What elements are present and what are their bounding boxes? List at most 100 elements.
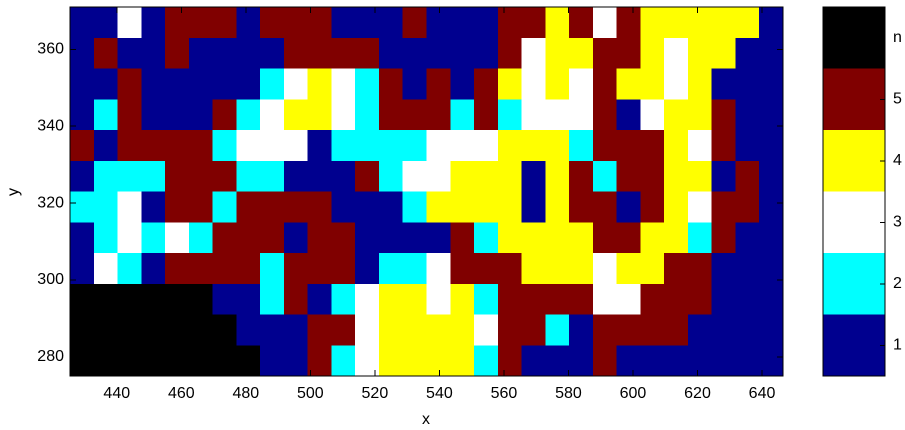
heatmap-cell [165, 161, 189, 192]
heatmap-cell [617, 315, 641, 346]
heatmap-cell [450, 130, 474, 161]
heatmap-cell [189, 222, 213, 253]
heatmap-cell [450, 253, 474, 284]
heatmap-cell [165, 315, 189, 346]
heatmap-cell [450, 161, 474, 192]
heatmap-cell [545, 38, 569, 69]
heatmap-cell [284, 315, 308, 346]
heatmap-cell [617, 7, 641, 38]
heatmap-cell [664, 315, 688, 346]
heatmap-cell [712, 253, 736, 284]
heatmap-cell [688, 315, 712, 346]
heatmap-cell [403, 345, 427, 376]
heatmap-cell [498, 253, 522, 284]
heatmap-cell [427, 130, 451, 161]
heatmap-cell [379, 99, 403, 130]
heatmap-cell [284, 192, 308, 223]
heatmap-cell [735, 345, 759, 376]
heatmap-cell [118, 130, 142, 161]
heatmap-cell [118, 7, 142, 38]
heatmap-cell [522, 99, 546, 130]
heatmap-cell [94, 192, 118, 223]
y-tick-label: 320 [37, 194, 64, 211]
heatmap-cell [759, 192, 783, 223]
heatmap-cell [569, 222, 593, 253]
heatmap-cell [474, 284, 498, 315]
heatmap-cell [712, 130, 736, 161]
heatmap-cell [236, 192, 260, 223]
heatmap-cell [284, 253, 308, 284]
heatmap-cell [308, 38, 332, 69]
heatmap-cell [759, 7, 783, 38]
heatmap-cell [118, 161, 142, 192]
heatmap-cell [712, 38, 736, 69]
heatmap-cell [617, 161, 641, 192]
heatmap-cell [712, 7, 736, 38]
heatmap-cell [522, 38, 546, 69]
heatmap-cell [379, 130, 403, 161]
heatmap-cell [213, 222, 237, 253]
heatmap-cell [593, 161, 617, 192]
heatmap-cell [94, 222, 118, 253]
heatmap-cell [403, 7, 427, 38]
y-tick-label: 280 [37, 348, 64, 365]
heatmap-cell [498, 161, 522, 192]
heatmap-cell [236, 38, 260, 69]
heatmap-cell [118, 284, 142, 315]
heatmap-cell [236, 284, 260, 315]
heatmap-cell [165, 69, 189, 100]
heatmap-cell [688, 222, 712, 253]
heatmap-cell [189, 284, 213, 315]
heatmap-cell [141, 345, 165, 376]
y-axis-label: y [5, 188, 22, 196]
heatmap-cell [355, 38, 379, 69]
heatmap-cell [118, 38, 142, 69]
heatmap-cell [165, 284, 189, 315]
heatmap-cell [165, 130, 189, 161]
heatmap-cell [260, 315, 284, 346]
heatmap-cell [569, 161, 593, 192]
heatmap-cell [308, 7, 332, 38]
heatmap-cell [569, 315, 593, 346]
heatmap-cell [427, 69, 451, 100]
heatmap-cell [236, 345, 260, 376]
heatmap-cell [70, 69, 94, 100]
heatmap-cell [284, 38, 308, 69]
heatmap-cell [498, 69, 522, 100]
heatmap-cell [688, 99, 712, 130]
heatmap-cell [189, 161, 213, 192]
heatmap-cell [308, 130, 332, 161]
heatmap-cell [664, 161, 688, 192]
heatmap-cell [118, 99, 142, 130]
heatmap-cell [712, 192, 736, 223]
heatmap-cell [260, 161, 284, 192]
heatmap-cell [545, 345, 569, 376]
heatmap-cell [569, 7, 593, 38]
heatmap-cell [427, 99, 451, 130]
heatmap-cell [284, 284, 308, 315]
heatmap-cell [664, 7, 688, 38]
heatmap-cell [70, 222, 94, 253]
heatmap-cell [593, 7, 617, 38]
heatmap-cell [450, 7, 474, 38]
heatmap-cell [308, 161, 332, 192]
heatmap-cell [189, 38, 213, 69]
heatmap-cell [522, 161, 546, 192]
heatmap-cell [522, 192, 546, 223]
heatmap-cell [141, 315, 165, 346]
heatmap-cell [664, 345, 688, 376]
heatmap-cell [474, 253, 498, 284]
heatmap-cell [260, 284, 284, 315]
y-tick-label: 360 [37, 41, 64, 58]
heatmap-cell [236, 7, 260, 38]
heatmap-cell [213, 284, 237, 315]
heatmap-cell [331, 253, 355, 284]
heatmap-cell [260, 130, 284, 161]
heatmap-cell [189, 345, 213, 376]
heatmap-cell [260, 253, 284, 284]
heatmap-cell [735, 38, 759, 69]
heatmap-cell [474, 7, 498, 38]
heatmap-cell [617, 192, 641, 223]
heatmap-cell [522, 284, 546, 315]
heatmap-cell [498, 38, 522, 69]
